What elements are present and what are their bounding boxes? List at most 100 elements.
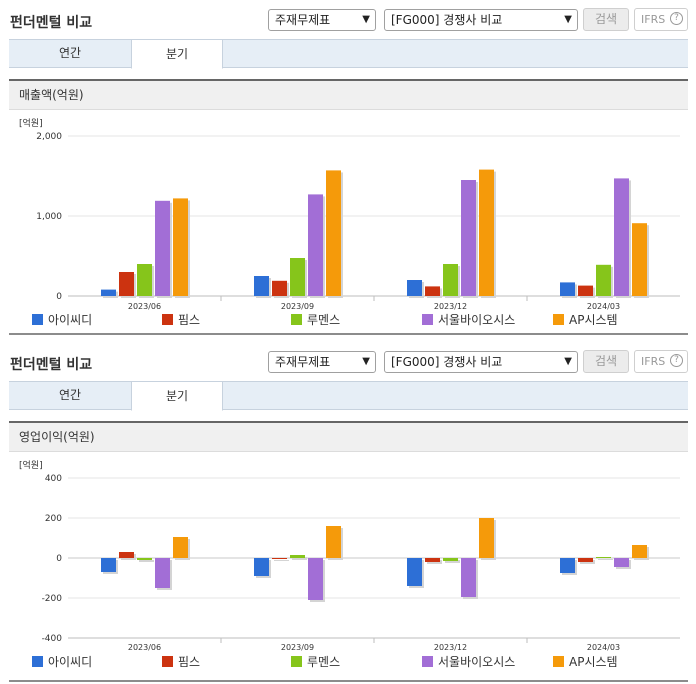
fundamental-panel-revenue: 펀더멘털 비교 주재무제표 ▼ [FG000] 경쟁사 비교 ▼ 검색 IFRS… <box>9 8 688 335</box>
bar-루멘스-2023/12 <box>443 264 458 296</box>
legend-label: 서울바이오시스 <box>438 655 516 669</box>
tab-annual[interactable]: 연간 <box>58 388 82 402</box>
statement-type-value: 주재무제표 <box>275 355 331 369</box>
divider <box>9 680 688 682</box>
bar-핌스-2023/09 <box>272 558 287 559</box>
bar-shadow <box>274 560 289 561</box>
legend-item[interactable]: 아이씨디 <box>32 313 92 327</box>
search-button[interactable]: 검색 <box>583 350 629 373</box>
legend-item[interactable]: 루멘스 <box>291 655 340 669</box>
x-tick-label: 2023/12 <box>434 643 467 652</box>
bar-아이씨디-2023/09 <box>254 276 269 296</box>
revenue-bar-chart: [억원] 0 1,000 2,000 2023/06 2023/09 2023/12 2024… <box>19 117 680 311</box>
legend-swatch <box>553 314 564 325</box>
unit-label: [억원] <box>19 459 43 471</box>
bar-서울바이오시스-2023/09 <box>308 194 323 296</box>
bar-AP시스템-2023/12 <box>479 169 494 296</box>
legend-label: 핌스 <box>178 655 201 669</box>
chevron-down-icon: ▼ <box>362 356 370 367</box>
comparison-group-select[interactable]: [FG000] 경쟁사 비교 ▼ <box>384 351 578 373</box>
bar-shadow <box>445 560 460 563</box>
comparison-group-select[interactable]: [FG000] 경쟁사 비교 ▼ <box>384 9 578 31</box>
panel-title: 펀더멘털 비교 <box>10 357 93 373</box>
legend-label: AP시스템 <box>569 655 618 669</box>
ifrs-button[interactable]: IFRS ? <box>634 8 688 31</box>
bar-아이씨디-2023/09 <box>254 558 269 576</box>
bar-아이씨디-2024/03 <box>560 558 575 573</box>
bar-루멘스-2023/06 <box>137 264 152 296</box>
y-tick-label: 200 <box>45 514 62 524</box>
panel-title: 펀더멘털 비교 <box>10 15 93 31</box>
x-tick-label: 2024/03 <box>587 302 620 311</box>
x-tick-label: 2024/03 <box>587 643 620 652</box>
legend-label: 핌스 <box>178 313 201 327</box>
legend-item[interactable]: AP시스템 <box>553 313 618 327</box>
bar-아이씨디-2023/12 <box>407 558 422 586</box>
bar-AP시스템-2024/03 <box>632 545 647 558</box>
bar-루멘스-2024/03 <box>596 557 611 558</box>
bar-서울바이오시스-2023/12 <box>461 180 476 296</box>
tab-quarterly[interactable]: 분기 <box>131 381 223 411</box>
legend-item[interactable]: 루멘스 <box>291 313 340 327</box>
bar-핌스-2023/06 <box>119 552 134 558</box>
bar-아이씨디-2023/06 <box>101 289 116 296</box>
tab-quarterly[interactable]: 분기 <box>131 39 223 69</box>
legend-item[interactable]: AP시스템 <box>553 655 618 669</box>
bar-서울바이오시스-2023/09 <box>308 558 323 600</box>
legend-label: 서울바이오시스 <box>438 313 516 327</box>
bar-핌스-2024/03 <box>578 285 593 296</box>
statement-type-select[interactable]: 주재무제표 ▼ <box>268 351 376 373</box>
legend-label: 루멘스 <box>307 313 341 327</box>
chevron-down-icon: ▼ <box>362 14 370 25</box>
bar-AP시스템-2024/03 <box>632 223 647 296</box>
bar-핌스-2024/03 <box>578 558 593 562</box>
bar-아이씨디-2023/06 <box>101 558 116 572</box>
x-tick-label: 2023/06 <box>128 302 161 311</box>
bar-shadow <box>598 559 613 560</box>
comparison-group-value: [FG000] 경쟁사 비교 <box>391 355 503 369</box>
bar-루멘스-2023/09 <box>290 555 305 558</box>
legend-item[interactable]: 핌스 <box>162 313 200 327</box>
bar-루멘스-2024/03 <box>596 264 611 296</box>
legend-item[interactable]: 핌스 <box>162 655 200 669</box>
y-tick-label: -200 <box>42 594 63 604</box>
legend-item[interactable]: 아이씨디 <box>32 655 92 669</box>
legend-label: 아이씨디 <box>48 655 93 669</box>
search-button[interactable]: 검색 <box>583 8 629 31</box>
legend-swatch <box>162 314 173 325</box>
bar-핌스-2023/12 <box>425 558 440 562</box>
legend-label: AP시스템 <box>569 313 618 327</box>
bar-루멘스-2023/09 <box>290 258 305 296</box>
legend-swatch <box>553 656 564 667</box>
ifrs-label: IFRS <box>641 355 666 368</box>
fundamental-panel-operating-income: 펀더멘털 비교 주재무제표 ▼ [FG000] 경쟁사 비교 ▼ 검색 IFRS… <box>0 342 696 684</box>
bar-루멘스-2023/12 <box>443 558 458 561</box>
bar-핌스-2023/06 <box>119 272 134 296</box>
chevron-down-icon: ▼ <box>564 356 572 367</box>
chart-legend: 아이씨디 핌스 루멘스 서울바이오시스 AP시스템 <box>0 655 696 675</box>
bar-아이씨디-2023/12 <box>407 280 422 296</box>
bar-서울바이오시스-2024/03 <box>614 558 629 567</box>
bar-AP시스템-2023/06 <box>173 537 188 558</box>
ifrs-button[interactable]: IFRS ? <box>634 350 688 373</box>
statement-type-value: 주재무제표 <box>275 13 331 27</box>
x-tick-label: 2023/12 <box>434 302 467 311</box>
help-icon: ? <box>670 12 683 25</box>
bar-AP시스템-2023/09 <box>326 170 341 296</box>
bar-서울바이오시스-2024/03 <box>614 178 629 296</box>
bar-핌스-2023/12 <box>425 286 440 296</box>
comparison-group-value: [FG000] 경쟁사 비교 <box>391 13 503 27</box>
period-tabs: 연간 분기 <box>9 381 688 411</box>
legend-swatch <box>291 314 302 325</box>
y-tick-label: -400 <box>42 634 63 644</box>
legend-item[interactable]: 서울바이오시스 <box>422 313 515 327</box>
legend-swatch <box>422 314 433 325</box>
tab-annual[interactable]: 연간 <box>58 46 82 60</box>
unit-label: [억원] <box>19 117 43 129</box>
legend-item[interactable]: 서울바이오시스 <box>422 655 515 669</box>
bar-루멘스-2023/06 <box>137 558 152 560</box>
legend-swatch <box>32 314 43 325</box>
y-tick-label: 0 <box>56 554 62 564</box>
bar-핌스-2023/09 <box>272 280 287 296</box>
statement-type-select[interactable]: 주재무제표 ▼ <box>268 9 376 31</box>
